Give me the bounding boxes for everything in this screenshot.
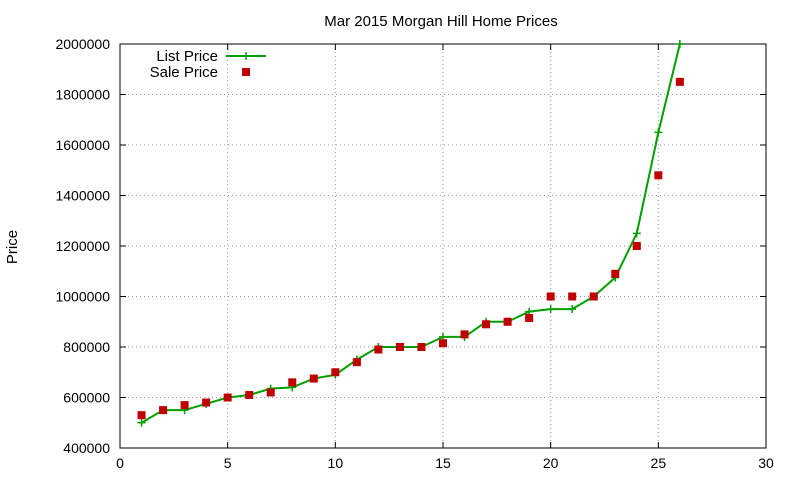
y-tick-label: 1200000 [55,238,110,254]
sale-price-point [288,378,297,387]
y-tick-label: 1400000 [55,188,110,204]
sale-price-point [374,345,383,354]
grid-lines [120,44,766,448]
legend-marker-sale-price [242,68,250,76]
y-tick-label: 1600000 [55,137,110,153]
sale-price-point [309,374,318,383]
list-price-point [675,40,684,48]
list-price-line [141,43,681,424]
axis-ticks: 0 5 10 15 20 25 30 400000 600000 800000 1000000 120… [55,36,774,471]
sale-price-point [159,406,168,415]
list-price-point [654,128,663,137]
x-tick-label: 5 [224,455,232,471]
x-tick-label: 20 [543,455,559,471]
y-tick-label: 800000 [63,339,110,355]
y-axis-label: Price [4,230,21,264]
sale-price-point [223,393,232,402]
sale-price-point [202,398,211,407]
x-tick-label: 15 [435,455,451,471]
x-tick-label: 25 [651,455,667,471]
x-tick-label: 30 [758,455,774,471]
list-price-point [137,418,146,427]
legend-label-list-price: List Price [156,48,218,65]
sale-price-point [266,388,275,397]
sale-price-point [245,390,254,399]
legend-marker-list-price [242,52,250,60]
sale-price-point [675,77,684,86]
y-tick-label: 1800000 [55,87,110,103]
sale-price-point [482,320,491,329]
sale-price-point [460,330,469,339]
x-tick-label: 0 [116,455,124,471]
sale-price-point [331,368,340,377]
sale-price-point [525,313,534,322]
sale-price-point [352,358,361,367]
legend-label-sale-price: Sale Price [150,64,218,81]
sale-price-point [568,292,577,301]
series-layer [137,40,684,427]
x-tick-label: 10 [328,455,344,471]
sale-price-point [632,242,641,250]
sale-price-point [589,292,598,301]
list-price-point [568,305,577,314]
sale-price-point [137,411,146,420]
sale-price-point [611,269,620,278]
sale-price-point [180,401,189,410]
y-tick-label: 2000000 [55,36,110,52]
chart-title: Mar 2015 Morgan Hill Home Prices [324,13,557,30]
sale-price-point [654,171,663,180]
list-price-point [546,305,555,314]
y-tick-label: 600000 [63,390,110,406]
y-tick-label: 400000 [63,440,110,456]
sale-price-point [417,343,426,351]
sale-price-point [395,343,404,351]
y-tick-label: 1000000 [55,289,110,305]
sale-price-point [439,339,447,348]
sale-price-point [546,292,555,301]
list-price-point [632,229,641,238]
sale-price-point [503,317,512,326]
